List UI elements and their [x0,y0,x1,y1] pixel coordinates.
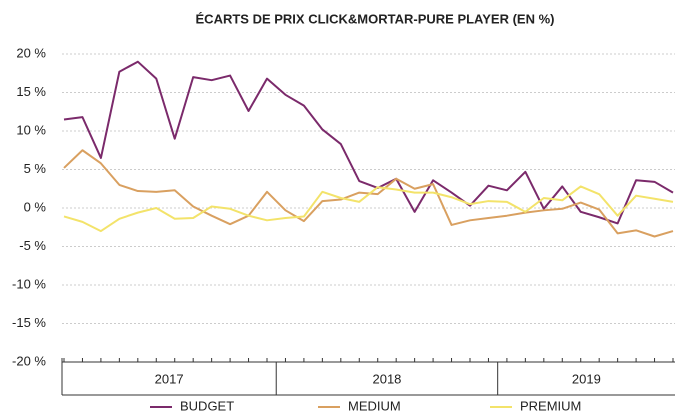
legend-label: PREMIUM [520,398,581,413]
y-tick-label: -5 % [19,238,46,253]
y-tick-label: 20 % [16,45,46,60]
series-line [63,185,674,233]
y-tick-label: 0 % [24,199,47,214]
x-group-label: 2017 [155,371,184,386]
legend-label: MEDIUM [348,398,401,413]
x-group-label: 2018 [372,371,401,386]
y-tick-label: -20 % [12,353,46,368]
y-tick-label: 5 % [24,161,47,176]
y-tick-label: 10 % [16,122,46,137]
chart-title: ÉCARTS DE PRIX CLICK&MORTAR-PURE PLAYER … [196,11,555,26]
y-tick-label: 15 % [16,84,46,99]
x-group-label: 2019 [572,371,601,386]
series-line [63,60,674,225]
y-tick-label: -15 % [12,315,46,330]
y-tick-label: -10 % [12,276,46,291]
legend-label: BUDGET [180,398,234,413]
